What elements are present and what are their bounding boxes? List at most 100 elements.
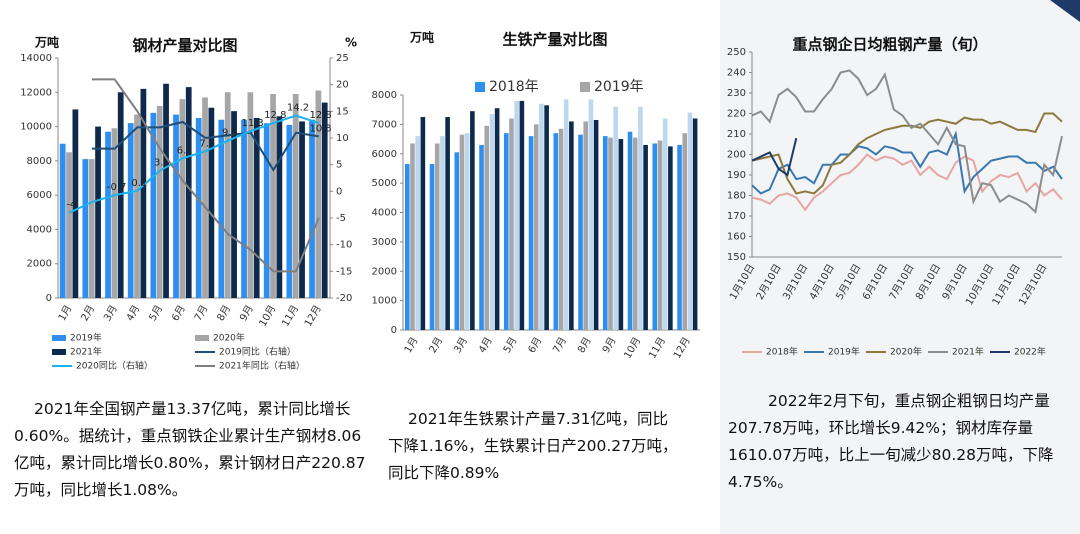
bar bbox=[208, 107, 215, 298]
bar bbox=[150, 112, 157, 298]
x-tick-label: 1月 bbox=[56, 303, 75, 323]
legend-label: 2020年 bbox=[213, 332, 245, 344]
line bbox=[751, 137, 798, 177]
bar bbox=[299, 121, 305, 298]
x-tick-label: 9月 bbox=[600, 335, 619, 355]
y2-tick-label: 10 bbox=[336, 133, 349, 144]
x-tick-label: 3月 bbox=[451, 335, 470, 355]
bar bbox=[156, 106, 163, 298]
bar bbox=[632, 137, 638, 330]
bar bbox=[140, 88, 147, 298]
line bbox=[751, 112, 1063, 195]
legend-label: 2021年 bbox=[70, 346, 102, 358]
legend-label: 2021年 bbox=[952, 346, 984, 358]
y-tick-label: 8000 bbox=[372, 90, 397, 101]
bar bbox=[231, 111, 237, 299]
y-tick-label: 2000 bbox=[372, 266, 397, 277]
x-tick-label: 10月 bbox=[257, 303, 279, 329]
paragraph: 2022年2月下旬，重点钢企粗钢日均产量207.78万吨，环比增长9.42%；钢… bbox=[728, 392, 1054, 491]
legend-label: 2019年 bbox=[70, 332, 102, 344]
value-label: 12.8 bbox=[310, 110, 332, 121]
bar bbox=[692, 118, 698, 330]
legend-label: 2018年 bbox=[489, 79, 539, 95]
bar bbox=[185, 87, 192, 299]
x-tick-label: 5月 bbox=[147, 303, 166, 323]
x-tick-label: 9月 bbox=[237, 303, 256, 323]
bar bbox=[519, 100, 525, 330]
legend-swatch bbox=[475, 82, 485, 92]
bar bbox=[111, 128, 118, 298]
paragraph: 2021年全国钢产量13.37亿吨，累计同比增长0.60%。据统计，重点钢铁企业… bbox=[14, 400, 366, 499]
value-label: 12.8 bbox=[264, 110, 286, 121]
line bbox=[68, 114, 319, 214]
chart-title: 钢材产量对比图 bbox=[132, 37, 237, 55]
bar bbox=[657, 140, 663, 330]
y-tick-label: 200 bbox=[727, 150, 746, 161]
legend-label: 2019同比（右轴） bbox=[219, 346, 296, 358]
bar bbox=[687, 112, 693, 330]
x-tick-label: 12月 bbox=[671, 335, 693, 361]
y-tick-label: 170 bbox=[727, 211, 746, 222]
y-tick-label: 160 bbox=[727, 232, 746, 243]
line bbox=[92, 78, 320, 273]
legend-label: 2020年 bbox=[890, 346, 922, 358]
legend-swatch bbox=[580, 82, 590, 92]
bar bbox=[464, 133, 470, 330]
value-label: 11.3 bbox=[242, 118, 264, 129]
y-tick-label: 5000 bbox=[372, 178, 397, 189]
bar bbox=[429, 164, 435, 330]
value-label: 6.2 bbox=[177, 145, 193, 156]
bar bbox=[434, 143, 440, 330]
bar bbox=[484, 125, 490, 330]
x-tick-label: 2月 bbox=[427, 335, 446, 355]
line bbox=[751, 153, 1063, 212]
y-tick-label: 180 bbox=[727, 191, 746, 202]
bar bbox=[643, 144, 648, 330]
bar bbox=[539, 103, 544, 330]
bar bbox=[454, 152, 460, 330]
bar bbox=[72, 109, 79, 298]
y2-tick-label: 25 bbox=[336, 53, 349, 64]
legend-label: 2019年 bbox=[828, 346, 860, 358]
bar bbox=[514, 100, 519, 330]
y2-tick-label: -5 bbox=[336, 213, 346, 224]
y2-tick-label: -20 bbox=[336, 293, 352, 304]
x-tick-label: 7月 bbox=[192, 303, 211, 323]
bar bbox=[173, 114, 179, 298]
legend-label: 2019年 bbox=[594, 79, 644, 95]
y-tick-label: 3000 bbox=[372, 237, 397, 248]
line bbox=[751, 69, 1063, 214]
y-tick-label: 7000 bbox=[372, 119, 397, 130]
x-tick-label: 4月 bbox=[124, 303, 143, 323]
legend-label: 2018年 bbox=[766, 346, 798, 358]
bar bbox=[445, 117, 450, 330]
bar bbox=[618, 139, 624, 330]
x-tick-label: 2月 bbox=[79, 303, 98, 323]
bar bbox=[321, 102, 328, 298]
bar bbox=[404, 164, 410, 330]
bar bbox=[286, 124, 293, 298]
bar bbox=[588, 99, 594, 330]
y-tick-label: 1000 bbox=[372, 296, 397, 307]
x-tick-label: 7月 bbox=[550, 335, 569, 355]
y-axis-label: 万吨 bbox=[409, 30, 434, 45]
bar bbox=[105, 131, 111, 298]
y-tick-label: 230 bbox=[727, 88, 746, 99]
value-label: 7.5 bbox=[199, 138, 215, 149]
y-tick-label: 4000 bbox=[27, 224, 52, 235]
bar bbox=[127, 123, 134, 299]
y2-axis-label: % bbox=[345, 36, 357, 50]
panel bbox=[720, 0, 1080, 534]
bar bbox=[309, 119, 315, 298]
bar bbox=[241, 119, 247, 298]
bar bbox=[533, 124, 539, 330]
paragraph: 2021年生铁累计产量7.31亿吨，同比下降1.16%，生铁累计日产200.27… bbox=[388, 410, 678, 482]
bar bbox=[195, 118, 202, 298]
x-tick-label: 5月 bbox=[501, 335, 520, 355]
bar bbox=[440, 136, 445, 330]
x-tick-label: 1月 bbox=[402, 335, 421, 355]
x-tick-label: 10月 bbox=[622, 335, 644, 361]
legend-label: 2022年 bbox=[1014, 346, 1046, 358]
bar bbox=[544, 105, 549, 330]
